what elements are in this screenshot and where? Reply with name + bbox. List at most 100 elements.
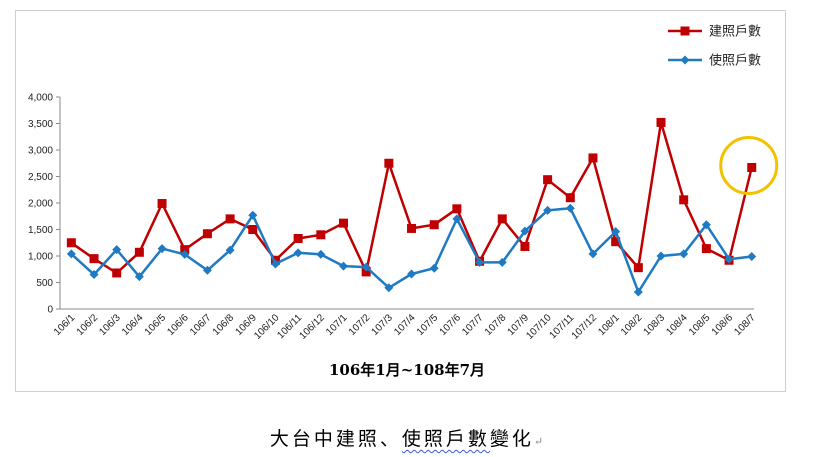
data-point-diamond [611, 227, 621, 237]
data-point-square [520, 241, 530, 251]
data-point-square [293, 234, 303, 244]
data-point-square [611, 237, 621, 247]
data-point-diamond [701, 220, 711, 230]
data-point-diamond [293, 248, 303, 258]
data-point-diamond [89, 270, 99, 280]
legend-swatch-marker [680, 26, 690, 36]
data-point-square [157, 199, 167, 209]
y-tick-label: 1,000 [28, 252, 53, 263]
chart-frame: 0 500 1,000 1,500 2,000 2,500 3,000 3,500 4,000 … [15, 10, 786, 392]
data-point-square [701, 244, 711, 254]
data-point-square [338, 218, 348, 228]
data-point-diamond [407, 269, 417, 279]
y-tick-label: 4,000 [28, 93, 53, 104]
x-tick-label: 108/2 [619, 312, 645, 338]
y-axis: 0 500 1,000 1,500 2,000 2,500 3,000 3,500 4,000 [28, 93, 61, 316]
data-point-diamond [134, 272, 144, 282]
data-point-square [248, 225, 258, 234]
data-point-diamond [384, 283, 394, 293]
y-tick-label: 2,500 [28, 172, 53, 183]
data-point-diamond [225, 245, 235, 255]
caption-text-spellcheck: 使照戶數 [401, 428, 490, 450]
x-tick-label: 106/7 [188, 312, 214, 338]
x-tick-label: 108/3 [642, 312, 668, 338]
x-tick-label: 106/2 [75, 312, 101, 338]
data-point-square [588, 153, 598, 163]
data-point-diamond [543, 205, 553, 215]
x-tick-label: 108/6 [710, 312, 736, 338]
x-tick-label: 107/8 [483, 312, 509, 338]
data-point-diamond [747, 252, 757, 262]
x-tick-label: 106/1 [52, 312, 78, 338]
y-tick-label: 0 [47, 305, 53, 316]
data-point-square [747, 162, 757, 172]
x-tick-label: 106/6 [165, 312, 191, 338]
data-point-square [316, 230, 326, 240]
x-axis: 106/1106/2106/3106/4106/5106/6106/7106/8… [52, 308, 758, 342]
x-tick-label: 107/7 [460, 312, 486, 338]
series-1 [66, 117, 757, 278]
data-point-square [202, 229, 212, 239]
x-tick-label: 107/3 [369, 312, 395, 338]
x-tick-label: 107/4 [392, 312, 418, 338]
data-point-diamond [497, 257, 507, 267]
caption-text-after: 變化 [489, 428, 534, 450]
series-lines [66, 117, 757, 297]
data-point-diamond [338, 261, 348, 271]
y-tick-label: 3,500 [28, 119, 53, 130]
legend-label: 使照戶數 [709, 53, 761, 69]
caption-text-before: 大台中建照、 [269, 428, 402, 450]
x-tick-label: 107/6 [438, 312, 464, 338]
data-point-square [429, 220, 439, 230]
data-point-square [225, 214, 235, 224]
data-point-diamond [679, 249, 689, 259]
data-point-diamond [270, 259, 280, 269]
data-point-square [384, 158, 394, 168]
x-tick-label: 107/1 [324, 312, 350, 338]
x-tick-label: 107/10 [524, 312, 554, 342]
data-point-diamond [157, 244, 167, 254]
x-tick-label: 106/4 [120, 312, 146, 338]
series-2 [66, 203, 757, 297]
data-point-square [361, 267, 371, 277]
data-point-diamond [656, 251, 666, 261]
series-line [70, 207, 752, 294]
data-point-diamond [248, 210, 258, 220]
data-point-diamond [316, 249, 326, 259]
data-point-square [180, 245, 190, 255]
data-point-square [497, 214, 507, 224]
data-point-square [679, 195, 689, 205]
x-tick-label: 108/5 [687, 312, 713, 338]
data-point-diamond [66, 249, 76, 259]
data-point-diamond [202, 265, 212, 275]
data-point-square [543, 175, 553, 185]
data-point-square [656, 117, 666, 127]
x-tick-label: 108/7 [732, 312, 758, 338]
x-tick-label: 108/4 [664, 312, 690, 338]
legend-swatch-marker [680, 55, 690, 65]
x-tick-label: 106/10 [252, 312, 282, 342]
highlight-circle [719, 135, 779, 195]
data-point-square [452, 204, 462, 214]
y-tick-label: 500 [36, 278, 53, 289]
x-tick-label: 106/3 [97, 312, 123, 338]
data-point-square [89, 254, 99, 264]
x-tick-label: 108/1 [596, 312, 622, 338]
data-point-diamond [520, 226, 530, 236]
y-tick-label: 2,000 [28, 199, 53, 210]
data-point-diamond [361, 262, 371, 272]
data-point-square [112, 268, 122, 278]
x-tick-label: 107/12 [570, 312, 600, 342]
data-point-diamond [475, 257, 485, 267]
x-tick-label: 107/2 [347, 312, 373, 338]
y-tick-label: 1,500 [28, 225, 53, 236]
x-axis-label: 106年1月~108年7月 [329, 361, 485, 379]
data-point-diamond [588, 249, 598, 259]
x-tick-label: 106/12 [298, 312, 328, 342]
x-tick-label: 106/8 [211, 312, 237, 338]
x-tick-label: 107/5 [415, 312, 441, 338]
paragraph-mark-icon: ↵ [533, 435, 544, 448]
figure-caption: 大台中建照、使照戶數變化↵ [0, 424, 813, 451]
line-chart: 05001,0001,5002,0002,5003,0003,5004,000 … [28, 25, 779, 379]
